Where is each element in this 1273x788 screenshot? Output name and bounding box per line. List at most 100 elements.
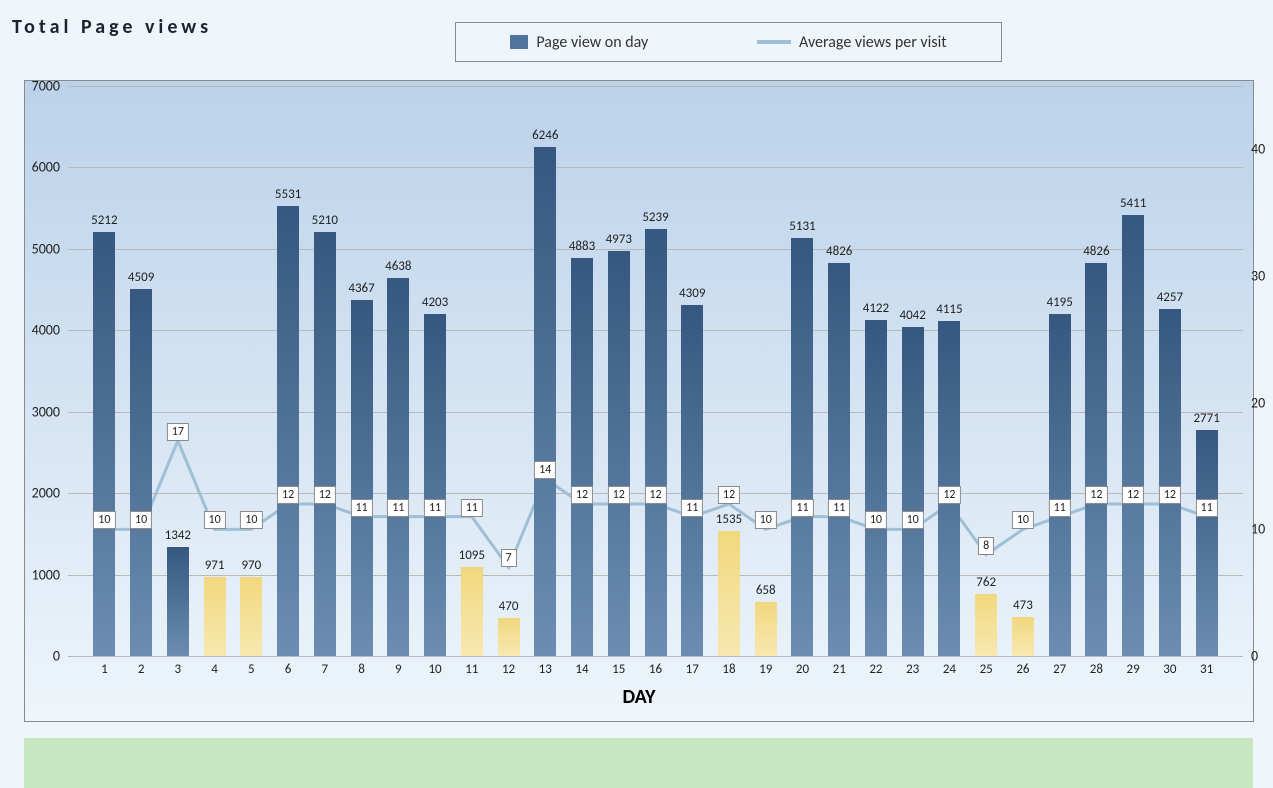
y-left-tick: 3000 bbox=[32, 403, 60, 420]
x-tick-day-4: 4 bbox=[211, 662, 218, 677]
avg-marker-day-24: 12 bbox=[938, 486, 960, 504]
bar-day-25 bbox=[975, 594, 997, 656]
x-tick-day-6: 6 bbox=[285, 662, 292, 677]
legend-swatch-bar bbox=[510, 35, 528, 49]
x-tick-day-16: 16 bbox=[649, 662, 662, 677]
legend-label-line: Average views per visit bbox=[799, 33, 947, 52]
avg-marker-day-14: 12 bbox=[571, 486, 593, 504]
x-tick-day-10: 10 bbox=[428, 662, 441, 677]
bar-day-6 bbox=[277, 206, 299, 656]
avg-marker-day-1: 10 bbox=[93, 511, 115, 529]
avg-marker-day-28: 12 bbox=[1085, 486, 1107, 504]
footer-band bbox=[24, 738, 1253, 788]
avg-marker-day-3: 17 bbox=[167, 423, 189, 441]
avg-marker-day-30: 12 bbox=[1159, 486, 1181, 504]
bar-day-31 bbox=[1196, 430, 1218, 656]
x-tick-day-27: 27 bbox=[1053, 662, 1066, 677]
bar-day-4 bbox=[204, 577, 226, 656]
legend-item-bar: Page view on day bbox=[510, 33, 648, 52]
bar-label-day-29: 5411 bbox=[1120, 196, 1146, 211]
x-tick-day-28: 28 bbox=[1090, 662, 1103, 677]
avg-marker-day-26: 10 bbox=[1012, 511, 1034, 529]
bar-label-day-27: 4195 bbox=[1046, 295, 1072, 310]
bar-label-day-4: 971 bbox=[205, 558, 225, 573]
avg-marker-day-25: 8 bbox=[978, 537, 994, 555]
legend: Page view on day Average views per visit bbox=[455, 22, 1002, 62]
x-tick-day-12: 12 bbox=[502, 662, 515, 677]
avg-marker-day-29: 12 bbox=[1122, 486, 1144, 504]
bar-label-day-28: 4826 bbox=[1083, 244, 1109, 259]
bar-label-day-10: 4203 bbox=[422, 295, 448, 310]
avg-marker-day-9: 11 bbox=[387, 499, 409, 517]
x-tick-day-1: 1 bbox=[101, 662, 108, 677]
x-tick-day-13: 13 bbox=[539, 662, 552, 677]
x-tick-day-20: 20 bbox=[796, 662, 809, 677]
bar-day-26 bbox=[1012, 617, 1034, 656]
bar-day-29 bbox=[1122, 215, 1144, 656]
y-left-tick: 0 bbox=[53, 648, 60, 665]
bar-day-20 bbox=[791, 238, 813, 656]
x-tick-day-14: 14 bbox=[575, 662, 588, 677]
bar-label-day-22: 4122 bbox=[863, 301, 889, 316]
bar-label-day-11: 1095 bbox=[459, 548, 485, 563]
bar-day-30 bbox=[1159, 309, 1181, 656]
avg-marker-day-15: 12 bbox=[608, 486, 630, 504]
chart-title: Total Page views bbox=[12, 15, 212, 39]
legend-label-bar: Page view on day bbox=[536, 33, 648, 52]
bar-day-5 bbox=[240, 577, 262, 656]
x-tick-day-22: 22 bbox=[869, 662, 882, 677]
avg-marker-day-19: 10 bbox=[755, 511, 777, 529]
x-tick-day-8: 8 bbox=[358, 662, 365, 677]
x-tick-day-26: 26 bbox=[1016, 662, 1029, 677]
bar-label-day-3: 1342 bbox=[165, 528, 191, 543]
x-tick-day-11: 11 bbox=[465, 662, 478, 677]
x-tick-day-18: 18 bbox=[722, 662, 735, 677]
grid-line bbox=[68, 656, 1243, 657]
x-tick-day-7: 7 bbox=[322, 662, 329, 677]
bar-day-16 bbox=[645, 229, 667, 656]
bar-day-9 bbox=[387, 278, 409, 656]
y-right-tick: 0 bbox=[1251, 648, 1258, 665]
y-right-tick: 40 bbox=[1251, 141, 1265, 158]
avg-marker-day-10: 11 bbox=[424, 499, 446, 517]
bar-label-day-14: 4883 bbox=[569, 239, 595, 254]
avg-marker-day-6: 12 bbox=[277, 486, 299, 504]
bar-day-7 bbox=[314, 232, 336, 656]
legend-swatch-line bbox=[757, 40, 791, 44]
x-axis-title: DAY bbox=[622, 685, 655, 709]
bar-day-3 bbox=[167, 547, 189, 656]
bar-label-day-1: 5212 bbox=[91, 213, 117, 228]
plot-frame: 0100020003000400050006000700001020304052… bbox=[24, 80, 1254, 722]
y-right-tick: 30 bbox=[1251, 268, 1265, 285]
avg-marker-day-11: 11 bbox=[461, 499, 483, 517]
y-left-tick: 1000 bbox=[32, 566, 60, 583]
x-tick-day-9: 9 bbox=[395, 662, 402, 677]
x-tick-day-2: 2 bbox=[138, 662, 145, 677]
avg-marker-day-7: 12 bbox=[314, 486, 336, 504]
bar-label-day-13: 6246 bbox=[532, 128, 558, 143]
y-left-tick: 7000 bbox=[32, 78, 60, 95]
bar-day-28 bbox=[1085, 263, 1107, 656]
avg-marker-day-2: 10 bbox=[130, 511, 152, 529]
x-tick-day-15: 15 bbox=[612, 662, 625, 677]
avg-marker-day-27: 11 bbox=[1049, 499, 1071, 517]
bar-label-day-26: 473 bbox=[1013, 598, 1033, 613]
bar-label-day-21: 4826 bbox=[826, 244, 852, 259]
bar-day-13 bbox=[534, 147, 556, 656]
bar-day-12 bbox=[498, 618, 520, 656]
x-tick-day-30: 30 bbox=[1163, 662, 1176, 677]
bar-label-day-23: 4042 bbox=[900, 308, 926, 323]
grid-line bbox=[68, 86, 1243, 87]
avg-marker-day-23: 10 bbox=[902, 511, 924, 529]
bar-day-1 bbox=[93, 232, 115, 656]
avg-marker-day-20: 11 bbox=[791, 499, 813, 517]
bar-day-23 bbox=[902, 327, 924, 656]
avg-marker-day-13: 14 bbox=[534, 461, 556, 479]
y-left-tick: 5000 bbox=[32, 240, 60, 257]
bar-day-17 bbox=[681, 305, 703, 656]
bar-label-day-9: 4638 bbox=[385, 259, 411, 274]
bar-label-day-12: 470 bbox=[499, 599, 519, 614]
avg-marker-day-5: 10 bbox=[240, 511, 262, 529]
bar-day-8 bbox=[351, 300, 373, 656]
x-tick-day-17: 17 bbox=[686, 662, 699, 677]
